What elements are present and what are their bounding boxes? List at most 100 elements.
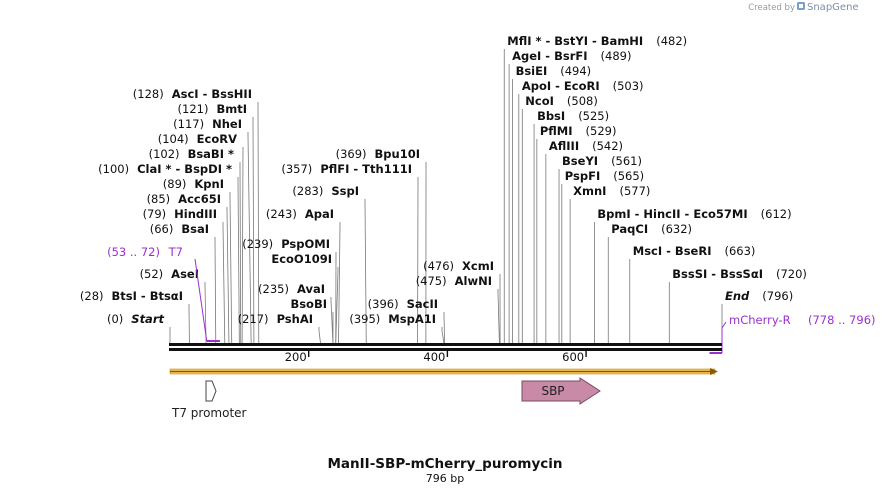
cut-site-hindiii[interactable]: HindIII (79) [143, 207, 226, 344]
cut-site-bsobi[interactable]: BsoBI [290, 297, 334, 344]
cut-position: (632) [661, 222, 692, 236]
cut-site-xmni[interactable]: XmnI (577) [569, 184, 650, 343]
enzyme-name: Acc65I [178, 192, 221, 206]
cut-site-line [330, 297, 334, 344]
enzyme-name: BsiEI [516, 64, 548, 78]
enzyme-name: BsaBI * [188, 147, 234, 161]
dna-backbone [169, 343, 722, 351]
cut-site-pspomi[interactable]: PspOMI (239) [242, 237, 337, 344]
primer-t7[interactable]: T7 (53 .. 72) [107, 245, 220, 342]
cut-position: (529) [586, 124, 617, 138]
cut-site-line [497, 289, 500, 344]
enzyme-name: AscI - BssHII [172, 87, 252, 101]
primer-label: T7 [168, 245, 183, 259]
cut-site-bpu10i[interactable]: Bpu10I (369) [336, 147, 427, 344]
enzyme-name: Start [131, 312, 164, 326]
cut-site-pflfi-tth111i[interactable]: PflFI - Tth111I (357) [281, 162, 419, 344]
cut-position: (239) [242, 237, 273, 251]
cut-position: (612) [761, 207, 792, 221]
cut-site-ecoo109i[interactable]: EcoO109I [271, 252, 339, 344]
cut-position: (235) [258, 282, 289, 296]
enzyme-name: HindIII [174, 207, 217, 221]
cut-position: (395) [349, 312, 380, 326]
cut-position: (396) [368, 297, 399, 311]
cut-site-apai[interactable]: ApaI (243) [266, 207, 341, 344]
primer-line [194, 258, 208, 342]
feature-sbp[interactable] [521, 377, 601, 405]
cut-site-bsiei[interactable]: BsiEI (494) [512, 64, 592, 343]
cut-site-paqci[interactable]: PaqCI (632) [607, 222, 692, 343]
enzyme-name: PshAI [277, 312, 313, 326]
cut-position: (283) [292, 184, 323, 198]
orf-arrow [169, 368, 718, 375]
cut-site-bsssi-bsss-i[interactable]: BssSI - BssSαI (720) [668, 267, 807, 343]
cut-site-bseyi[interactable]: BseYI (561) [558, 154, 642, 343]
enzyme-name: KpnI [194, 177, 224, 191]
enzyme-name: BbsI [537, 109, 565, 123]
cut-position: (525) [578, 109, 609, 123]
enzyme-name: PspFI [565, 169, 600, 183]
cut-site-ncoi[interactable]: NcoI (508) [521, 94, 598, 343]
cut-position: (357) [281, 162, 312, 176]
cut-site-bpmi-hincii-eco57mi[interactable]: BpmI - HincII - Eco57MI (612) [594, 207, 792, 343]
tick-label: 200 [285, 350, 307, 364]
cut-site-line [241, 147, 244, 344]
cut-site-pflmi[interactable]: PflMI (529) [536, 124, 617, 343]
brand-label: SnapGene [807, 2, 859, 13]
enzyme-name: PaqCI [611, 222, 648, 236]
cut-site-ecorv[interactable]: EcoRV (104) [158, 132, 244, 344]
feature-t7-promoter[interactable] [205, 380, 217, 402]
cut-site-alwni[interactable]: AlwNI (475) [416, 274, 500, 344]
cut-site-nhei[interactable]: NheI (117) [173, 117, 252, 344]
cut-site-pshai[interactable]: PshAI (217) [238, 312, 321, 344]
cut-site-end[interactable]: End (796) [721, 289, 793, 343]
credit-label: Created by [748, 3, 795, 13]
cut-site-bsai[interactable]: BsaI (66) [150, 222, 217, 344]
enzyme-name: EcoO109I [271, 252, 332, 266]
cut-site-mfli-bstyi-bamhi[interactable]: MflI * - BstYI - BamHI (482) [503, 34, 687, 343]
cut-site-line [222, 222, 226, 344]
cut-site-sspi[interactable]: SspI (283) [292, 184, 367, 344]
enzyme-name: BsaI [181, 222, 209, 236]
cut-site-mspa1i[interactable]: MspA1I (395) [349, 312, 445, 344]
cut-site-bsabi[interactable]: BsaBI * (102) [149, 147, 242, 344]
cut-site-acc65i[interactable]: Acc65I (85) [147, 192, 230, 344]
enzyme-name: BseYI [562, 154, 598, 168]
enzyme-name: NheI [212, 117, 242, 131]
cut-position: (121) [178, 102, 209, 116]
cut-position: (663) [724, 244, 755, 258]
cut-site-line [237, 177, 240, 344]
cut-site-sacii[interactable]: SacII (396) [368, 297, 446, 344]
cut-site-start[interactable]: Start (0) [107, 312, 171, 343]
cut-site-asci-bsshii[interactable]: AscI - BssHII (128) [133, 87, 260, 344]
cut-site-line [338, 222, 341, 344]
cut-sites: Start (0) BtsI - BtsαI (28) AseI (52) BsaI (66)… [80, 34, 807, 344]
cut-site-pspfi[interactable]: PspFI (565) [561, 169, 644, 343]
cut-site-bbsi[interactable]: BbsI (525) [533, 109, 609, 343]
enzyme-name: MflI * - BstYI - BamHI [507, 34, 643, 48]
primer-range: (53 .. 72) [107, 245, 160, 259]
cut-site-msci-bseri[interactable]: MscI - BseRI (663) [629, 244, 756, 343]
cut-site-afliii[interactable]: AflIII (542) [545, 139, 623, 343]
cut-position: (89) [163, 177, 187, 191]
cut-site-clai-bspdi[interactable]: ClaI * - BspDI * (100) [98, 162, 240, 344]
cut-position: (217) [238, 312, 269, 326]
cut-site-agei-bsrfi[interactable]: AgeI - BsrFI (489) [508, 49, 631, 343]
primer-mcherry-r[interactable]: mCherry-R (778 .. 796) [709, 313, 876, 354]
cut-site-xcmi[interactable]: XcmI (476) [423, 259, 501, 344]
cut-position: (28) [80, 289, 104, 303]
cut-site-line [335, 267, 339, 344]
cut-site-avai[interactable]: AvaI (235) [258, 282, 334, 344]
enzyme-name: NcoI [525, 94, 554, 108]
cut-site-apoi-ecori[interactable]: ApoI - EcoRI (503) [518, 79, 644, 343]
cut-site-line [318, 327, 321, 344]
cut-site-bmti[interactable]: BmtI (121) [178, 102, 255, 344]
cut-site-line [226, 207, 230, 344]
cut-site-kpni[interactable]: KpnI (89) [163, 177, 233, 344]
cut-site-asei[interactable]: AseI (52) [140, 267, 207, 344]
feature-t7-promoter-label: T7 promoter [171, 406, 247, 420]
cut-site-line [247, 132, 252, 344]
cut-site-btsi-bts-i[interactable]: BtsI - BtsαI (28) [80, 289, 190, 344]
cut-position: (128) [133, 87, 164, 101]
